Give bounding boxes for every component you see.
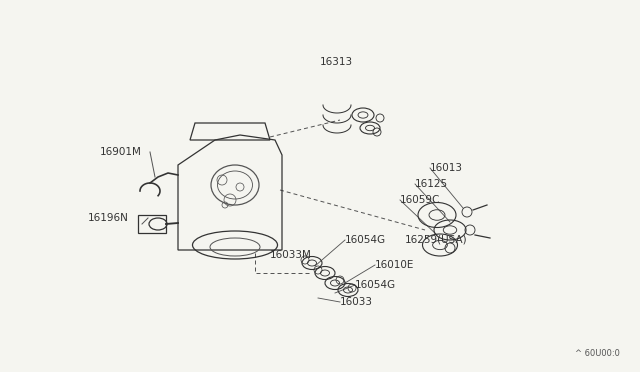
Text: 16196N: 16196N bbox=[88, 213, 129, 223]
Text: 16033M: 16033M bbox=[270, 250, 312, 260]
Text: 16033: 16033 bbox=[340, 297, 373, 307]
Text: 16054G: 16054G bbox=[345, 235, 386, 245]
Text: 16313: 16313 bbox=[320, 57, 353, 67]
Text: ^ 60U00:0: ^ 60U00:0 bbox=[575, 349, 620, 358]
Text: 16259(USA): 16259(USA) bbox=[405, 235, 468, 245]
Text: 16125: 16125 bbox=[415, 179, 448, 189]
Text: 16010E: 16010E bbox=[375, 260, 414, 270]
Text: 16901M: 16901M bbox=[100, 147, 142, 157]
Text: 16013: 16013 bbox=[430, 163, 463, 173]
Bar bbox=[138, 215, 166, 233]
Text: 16054G: 16054G bbox=[355, 280, 396, 290]
Text: 16059C: 16059C bbox=[400, 195, 440, 205]
